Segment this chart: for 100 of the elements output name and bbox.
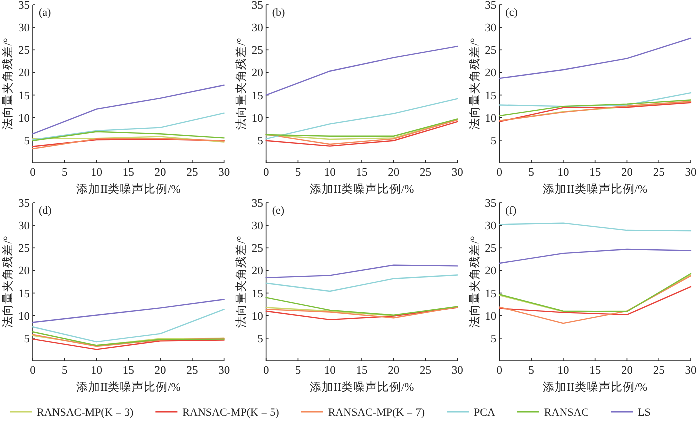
y-tick-label: 25 (485, 243, 497, 256)
y-tick-label: 30 (18, 22, 30, 35)
x-tick-label: 30 (218, 167, 230, 179)
line-series (266, 274, 458, 292)
x-tick-label: 5 (62, 167, 68, 179)
y-tick-label: 25 (252, 243, 264, 256)
chart-title: (b) (272, 7, 286, 19)
y-tick-label: 35 (18, 198, 30, 210)
legend-label: RANSAC (544, 407, 590, 419)
x-tick-label: 5 (62, 365, 68, 377)
x-axis-title: 添加II类噪声比例/% (543, 381, 648, 394)
chart-title: (f) (506, 205, 517, 217)
x-tick-label: 0 (30, 365, 36, 377)
line-series (499, 248, 692, 264)
y-tick-label: 15 (485, 90, 497, 102)
x-axis-title: 添加II类噪声比例/% (76, 381, 182, 394)
x-tick-label: 15 (590, 365, 602, 377)
x-tick-label: 0 (30, 167, 36, 179)
line-series (32, 299, 225, 324)
y-tick-label: 5 (258, 333, 264, 346)
y-tick-label: 5 (24, 135, 30, 148)
chart-title: (d) (39, 205, 52, 217)
line-series (32, 308, 225, 343)
line-series (32, 84, 225, 135)
legend-label: RANSAC-MP(K = 7) (328, 407, 426, 419)
y-tick-label: 20 (485, 266, 497, 278)
x-tick-label: 10 (324, 365, 336, 377)
x-tick-label: 30 (218, 365, 230, 377)
line-series (499, 286, 692, 316)
line-series (32, 131, 225, 142)
y-tick-label: 35 (485, 198, 497, 210)
y-tick-label: 35 (252, 198, 264, 210)
y-tick-label: 20 (18, 68, 30, 80)
x-tick-label: 20 (154, 365, 167, 377)
x-axis-title: 添加II类噪声比例/% (76, 183, 182, 196)
x-tick-label: 20 (388, 167, 400, 179)
x-tick-label: 10 (91, 167, 103, 179)
x-tick-label: 10 (558, 167, 570, 179)
x-tick-label: 25 (420, 365, 432, 377)
y-tick-label: 35 (18, 0, 30, 12)
y-tick-label: 10 (252, 112, 264, 125)
x-axis-title: 添加II类噪声比例/% (543, 183, 648, 196)
y-tick-label: 25 (18, 243, 30, 256)
y-tick-label: 35 (252, 0, 264, 12)
x-tick-label: 20 (154, 167, 167, 179)
chart-title: (c) (506, 7, 518, 19)
line-series (32, 138, 225, 150)
y-axis-title: 法向量夹角残差/° (234, 38, 248, 130)
x-tick-label: 15 (122, 167, 135, 179)
x-tick-label: 10 (324, 167, 336, 179)
x-tick-label: 25 (186, 365, 198, 377)
legend-label: LS (638, 407, 651, 419)
y-tick-label: 20 (252, 68, 264, 80)
y-tick-label: 10 (485, 310, 497, 323)
y-tick-label: 5 (490, 135, 497, 148)
x-tick-label: 5 (295, 167, 302, 179)
y-tick-label: 25 (252, 45, 264, 58)
x-axis-title: 添加II类噪声比例/% (310, 183, 415, 196)
y-tick-label: 10 (18, 310, 30, 323)
x-tick-label: 5 (528, 167, 535, 179)
x-tick-label: 25 (653, 167, 666, 179)
line-series (499, 276, 692, 324)
line-series (32, 112, 225, 141)
x-tick-label: 15 (590, 167, 602, 179)
y-tick-label: 15 (252, 90, 264, 102)
y-tick-label: 25 (485, 45, 497, 58)
y-tick-label: 25 (18, 45, 30, 58)
x-tick-label: 25 (653, 365, 666, 377)
y-tick-label: 15 (18, 90, 30, 102)
y-tick-label: 30 (252, 220, 264, 233)
legend-label: PCA (474, 407, 496, 419)
y-tick-label: 20 (252, 266, 264, 278)
legend-label: RANSAC-MP(K = 3) (37, 407, 134, 419)
line-series (266, 98, 458, 140)
x-tick-label: 20 (388, 365, 400, 377)
legend-label: RANSAC-MP(K = 5) (182, 407, 280, 419)
y-axis-title: 法向量夹角残差/° (234, 236, 248, 328)
line-series (266, 46, 458, 96)
y-tick-label: 5 (258, 135, 264, 148)
x-tick-label: 30 (452, 167, 464, 179)
y-tick-label: 20 (485, 68, 497, 80)
x-tick-label: 10 (91, 365, 103, 377)
x-tick-label: 15 (356, 167, 368, 179)
y-tick-label: 10 (485, 112, 497, 125)
line-series (499, 222, 692, 232)
line-series (499, 38, 692, 80)
x-tick-label: 0 (263, 365, 270, 377)
x-tick-label: 20 (621, 167, 634, 179)
y-tick-label: 5 (24, 333, 30, 346)
y-tick-label: 15 (485, 288, 497, 300)
x-tick-label: 15 (356, 365, 368, 377)
x-tick-label: 20 (621, 365, 634, 377)
y-tick-label: 30 (252, 22, 264, 35)
line-series (266, 297, 458, 316)
x-tick-label: 30 (452, 365, 464, 377)
y-axis-title: 法向量夹角残差/° (468, 236, 482, 328)
line-series (499, 100, 692, 117)
line-series (32, 338, 225, 350)
y-axis-title: 法向量夹角残差/° (468, 38, 482, 130)
x-tick-label: 5 (528, 365, 535, 377)
